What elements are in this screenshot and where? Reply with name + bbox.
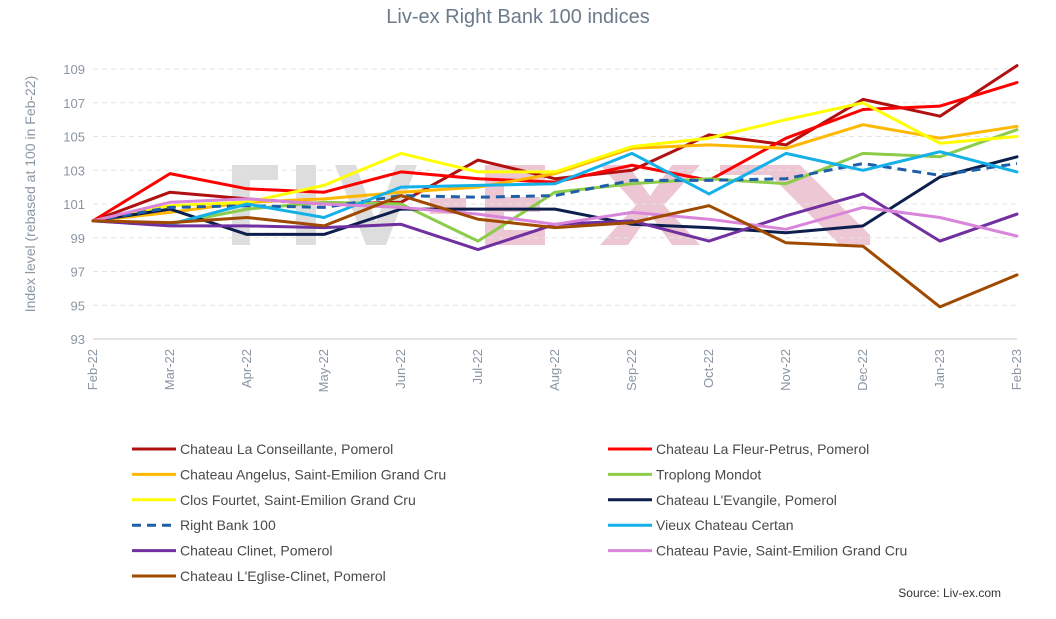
series-line [91,155,1019,236]
legend-label: Chateau La Conseillante, Pomerol [180,441,393,457]
x-axis-ticks: Feb-22 Mar-22 Apr-22 May-22 Jun-22 Jul-22 Aug-… [85,349,1024,392]
source-note: Source: Liv-ex.com [898,586,1001,600]
legend-item: Vieux Chateau Certan [608,517,794,533]
series-line [92,162,1018,223]
legend-label: Vieux Chateau Certan [656,517,794,533]
y-tick-label: 101 [63,197,85,212]
y-tick-label: 93 [71,332,85,347]
legend-label: Troplong Mondot [656,466,761,482]
x-tick-label: Feb-23 [1009,349,1024,390]
x-tick-label: Jun-22 [393,349,408,389]
y-tick-label: 103 [63,163,85,178]
legend-item: Right Bank 100 [132,517,276,533]
legend-label: Clos Fourtet, Saint-Emilion Grand Cru [180,492,416,508]
x-tick-label: Nov-22 [778,349,793,391]
legend-item: Chateau L'Evangile, Pomerol [608,492,837,508]
y-tick-label: 109 [63,62,85,77]
legend-label: Chateau Clinet, Pomerol [180,543,333,559]
x-tick-label: Feb-22 [85,349,100,390]
x-tick-label: Apr-22 [239,349,254,388]
series-line [91,194,1019,309]
x-tick-label: Mar-22 [162,349,177,390]
x-tick-label: Jul-22 [470,349,485,384]
legend-item: Clos Fourtet, Saint-Emilion Grand Cru [132,492,416,508]
y-tick-label: 99 [71,231,85,246]
legend-label: Chateau La Fleur-Petrus, Pomerol [656,441,869,457]
legend-label: Chateau Angelus, Saint-Emilion Grand Cru [180,466,446,482]
y-tick-label: 107 [63,96,85,111]
x-tick-label: Aug-22 [547,349,562,391]
legend-item: Chateau Pavie, Saint-Emilion Grand Cru [608,543,907,559]
series-line [91,197,1019,238]
x-tick-label: May-22 [316,349,331,392]
legend-label: Right Bank 100 [180,517,276,533]
y-tick-label: 97 [71,265,85,280]
series-line [91,64,1019,223]
legend-item: Chateau La Conseillante, Pomerol [132,441,393,457]
y-axis-label: Index level (rebased at 100 in Feb-22) [22,76,38,313]
legend-item: Chateau Angelus, Saint-Emilion Grand Cru [132,466,446,482]
x-tick-label: Oct-22 [701,349,716,388]
x-tick-label: Dec-22 [855,349,870,391]
y-tick-label: 105 [63,130,85,145]
series-line [91,101,1019,223]
legend: Chateau La Conseillante, Pomerol Chateau … [132,441,907,584]
series-line [91,128,1019,243]
y-tick-label: 95 [71,298,85,313]
legend-item: Chateau L'Eglise-Clinet, Pomerol [132,568,386,584]
legend-label: Chateau L'Eglise-Clinet, Pomerol [180,568,386,584]
series-line [91,150,1019,226]
legend-item: Chateau Clinet, Pomerol [132,543,333,559]
x-tick-label: Sep-22 [624,349,639,391]
legend-label: Chateau Pavie, Saint-Emilion Grand Cru [656,543,907,559]
series-lines [91,64,1019,309]
chart-title: Liv-ex Right Bank 100 indices [386,6,649,28]
legend-item: Chateau La Fleur-Petrus, Pomerol [608,441,869,457]
y-axis-ticks: 93 95 97 99 101 103 105 107 109 [63,62,85,347]
legend-label: Chateau L'Evangile, Pomerol [656,492,837,508]
x-tick-label: Jan-23 [932,349,947,389]
legend-item: Troplong Mondot [608,466,761,482]
